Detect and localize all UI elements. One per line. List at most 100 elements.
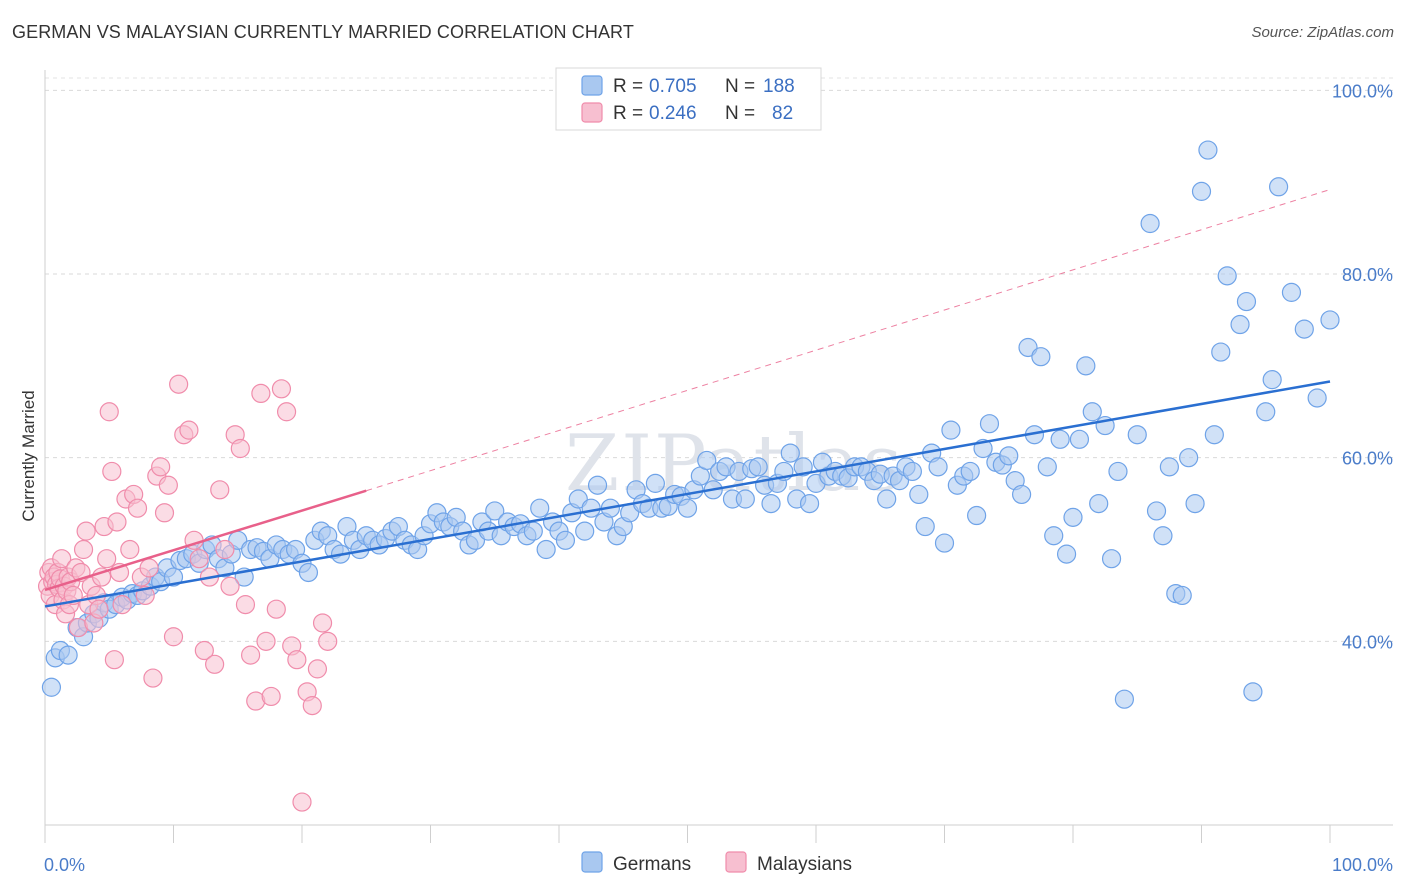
malaysians-point [120,539,140,560]
malaysians-point [266,599,286,619]
germans-point [1217,266,1237,286]
malaysians-point [102,461,122,482]
tick-labels: 0.0% 100.0% 40.0% 60.0% 80.0% 100.0% [44,81,1393,875]
y-tick-label: 40.0% [1342,632,1393,652]
germans-point [581,498,601,518]
legend-swatch-malaysians [581,102,603,123]
malaysians-point [261,686,281,707]
germans-point [1294,319,1314,339]
germans-point [1011,484,1032,505]
trend-line-malaysians-extension [366,189,1331,492]
germans-point [928,457,948,477]
germans-point [1044,526,1064,546]
germans-point [1089,493,1109,514]
germans-point [1069,429,1090,449]
germans-point [677,498,698,518]
germans-point [1108,461,1128,482]
trend-line-malaysians [44,489,367,592]
germans-point [555,530,576,550]
bottom-legend-swatch-germans [581,851,603,873]
germans-point [934,533,955,553]
legend-swatch-germans [581,75,603,96]
malaysians-point [215,539,235,560]
germans-point [1256,402,1276,422]
germans-point [1179,448,1199,468]
germans-point [1082,402,1102,422]
germans-point [1146,501,1167,521]
malaysians-point [302,696,322,716]
germans-point [1230,314,1250,335]
malaysians-point [99,402,119,422]
legend-n-label-germans: N = [725,76,755,97]
malaysians-point [89,599,109,619]
malaysians-point [97,549,117,569]
germans-point [536,539,556,560]
malaysians-point [287,650,307,670]
malaysians-point [312,613,333,633]
source-label: Source: ZipAtlas.com [1251,24,1394,41]
germans-point [1320,310,1340,330]
legend-n-value-germans: 188 [763,76,795,97]
malaysians-point [104,650,124,670]
y-axis-label: Currently Married [19,390,38,521]
germans-point [575,521,595,541]
malaysians-point [112,595,132,615]
malaysians-point [241,645,261,665]
germans-point [748,457,768,477]
germans-point [1211,342,1231,362]
germans-point [587,475,608,495]
germans-point [163,567,184,587]
germans-point [999,446,1019,466]
axes [44,70,1393,843]
germans-point [1172,585,1192,606]
malaysians-point [318,631,338,651]
malaysians-point [151,457,171,477]
bottom-legend-label-germans: Germans [613,854,691,875]
legend-r-label-germans: R = [613,76,643,97]
germans-point [1307,388,1327,408]
malaysians-point [210,480,230,500]
germans-point [1031,347,1051,367]
germans-point [530,498,550,518]
malaysians-point [73,539,94,560]
germans-point [909,484,929,505]
germans-point [1268,177,1289,197]
malaysians-point [76,521,96,541]
germans-point [780,443,800,463]
malaysians-point [127,498,148,518]
germans-point [1056,544,1077,564]
germans-point [41,677,62,697]
malaysians-point [143,668,163,688]
chart-title: GERMAN VS MALAYSIAN CURRENTLY MARRIED CO… [12,22,634,42]
malaysians-point [235,595,256,615]
germans-point [967,505,987,526]
germans-point [1037,457,1057,477]
malaysians-point [107,512,127,532]
trend-line-germans [44,380,1331,608]
germans-point [1050,429,1070,449]
germans-point [799,493,820,514]
germans-point [1063,507,1083,527]
germans-point [915,516,935,537]
germans-point [902,461,922,482]
legend-r-value-malaysians: 0.246 [649,103,697,124]
germans-point [1204,425,1224,445]
germans-point [645,473,665,493]
malaysians-point [220,576,240,596]
germans-point [1262,370,1282,390]
germans-point [793,457,813,477]
x-tick-label-start: 0.0% [44,855,85,875]
malaysians-point [169,374,189,394]
legend: R = 0.705 N = 188 R = 0.246 N = 82 [555,67,822,131]
legend-n-label-malaysians: N = [725,103,755,124]
malaysians-point [205,654,225,674]
legend-n-value-malaysians: 82 [772,103,793,124]
germans-point [1243,682,1263,702]
germans-point [1127,425,1147,445]
germans-point [1236,291,1257,312]
malaysians-point [230,438,250,459]
malaysians-point [307,659,328,679]
germans-point [1198,140,1218,160]
germans-point [1076,356,1096,376]
germans-point [1185,493,1205,514]
